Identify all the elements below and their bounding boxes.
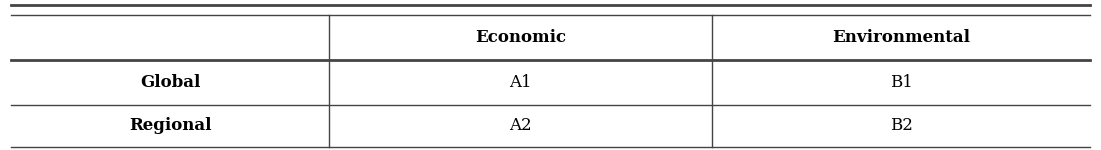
Text: B2: B2 <box>890 117 913 135</box>
Text: A1: A1 <box>510 74 532 91</box>
Text: Economic: Economic <box>476 29 566 46</box>
Text: Regional: Regional <box>129 117 211 135</box>
Text: B1: B1 <box>890 74 913 91</box>
Text: Environmental: Environmental <box>832 29 970 46</box>
Text: Global: Global <box>140 74 200 91</box>
Text: A2: A2 <box>510 117 532 135</box>
